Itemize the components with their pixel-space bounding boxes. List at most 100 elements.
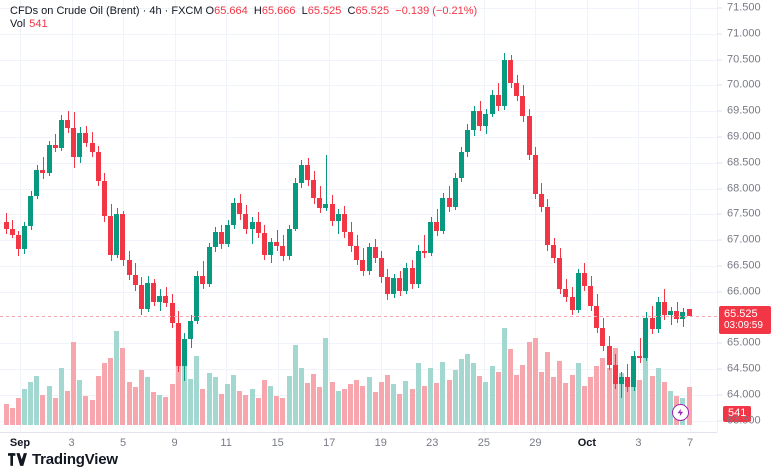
price-axis-label: 68.500 [727, 156, 761, 169]
gridline-vertical [381, 0, 382, 432]
volume-bar [58, 367, 64, 425]
legend-low-value: 65.525 [307, 5, 342, 17]
volume-bar [274, 395, 280, 425]
gridline-vertical [226, 0, 227, 432]
volume-bar [514, 374, 520, 425]
volume-bar [335, 391, 341, 425]
volume-bar [544, 351, 550, 425]
candle-wick [621, 371, 622, 398]
candle-body [588, 285, 594, 307]
price-axis[interactable]: 65.525 03:09:59 541 71.500 71.000 70.500 70… [717, 0, 780, 432]
candle-body [52, 145, 58, 149]
candle-body [526, 116, 532, 155]
gridline-horizontal [0, 137, 717, 138]
price-axis-tick [717, 291, 722, 293]
candle-body [163, 295, 169, 304]
volume-bar [249, 388, 255, 425]
legend-volume-value: 541 [29, 18, 48, 30]
volume-bar [557, 360, 563, 425]
candle-body [34, 170, 40, 196]
volume-bar [483, 381, 489, 425]
volume-bar [403, 380, 409, 425]
gridline-vertical [638, 0, 639, 432]
volume-bar [9, 407, 15, 425]
tradingview-logo[interactable]: TradingView [8, 452, 118, 467]
volume-bar [126, 381, 132, 425]
candle-body [120, 214, 126, 260]
gridline-horizontal [0, 189, 717, 190]
price-axis-tick [717, 394, 722, 396]
candle-body [384, 277, 390, 295]
candle-body [175, 322, 181, 367]
volume-bar [464, 353, 470, 425]
time-axis[interactable]: Sep 3 5 9 11 15 17 19 23 25 29 Oct 3 7 [0, 432, 780, 454]
legend-volume-row[interactable]: Vol 541 [10, 18, 477, 31]
candle-body [231, 203, 237, 225]
candle-body [661, 302, 667, 315]
candle-body [348, 231, 354, 247]
volume-bar [520, 364, 526, 425]
candle-body [298, 164, 304, 184]
volume-bar [378, 382, 384, 425]
candle-wick [55, 134, 56, 153]
candle-body [286, 228, 292, 256]
legend-high-value: 65.666 [261, 5, 296, 17]
candle-body [674, 311, 680, 319]
volume-bar [255, 397, 261, 425]
gridline-vertical [587, 0, 588, 432]
volume-bar [145, 376, 151, 425]
volume-bar [624, 384, 630, 425]
gridline-horizontal [0, 343, 717, 344]
candle-body [495, 94, 501, 107]
volume-bar [434, 383, 440, 425]
volume-bar [489, 366, 495, 425]
time-axis-label: 3 [68, 437, 75, 449]
price-axis-tick [717, 420, 722, 422]
candle-wick [277, 229, 278, 251]
candle-body [508, 59, 514, 83]
time-axis-label: 29 [529, 437, 542, 449]
volume-bar [329, 381, 335, 425]
volume-bar [668, 391, 674, 425]
candle-body [200, 276, 206, 284]
candle-body [243, 214, 249, 229]
legend-symbol-row[interactable]: CFDs on Crude Oil (Brent) · 4h · FXCM O65… [10, 5, 477, 18]
candle-body [655, 302, 661, 329]
candle-body [354, 246, 360, 260]
price-axis-tick [717, 213, 722, 215]
candle-body [544, 206, 550, 246]
candle-body [71, 127, 77, 157]
gridline-horizontal [0, 85, 717, 86]
legend-volume-label: Vol [10, 18, 26, 30]
candle-body [323, 204, 329, 209]
candle-body [643, 317, 649, 358]
candle-body [600, 327, 606, 346]
volume-bar [428, 367, 434, 425]
current-price-badge[interactable]: 65.525 03:09:59 [719, 306, 771, 335]
candle-body [360, 259, 366, 272]
candle-body [3, 222, 9, 229]
candle-body [212, 231, 218, 248]
candle-body [440, 197, 446, 231]
current-volume-badge[interactable]: 541 [723, 406, 752, 422]
candle-body [46, 145, 52, 174]
gridline-vertical [72, 0, 73, 432]
volume-bar [169, 384, 175, 425]
volume-bar [40, 394, 46, 425]
volume-bar [231, 374, 237, 425]
bar-countdown-timer: 03:09:59 [724, 320, 763, 332]
candle-body [569, 296, 575, 310]
volume-bar [163, 397, 169, 425]
realtime-bolt-icon[interactable] [672, 404, 689, 421]
candle-body [514, 82, 520, 96]
volume-bar [65, 391, 71, 425]
time-axis-label: 25 [477, 437, 490, 449]
gridline-vertical [432, 0, 433, 432]
volume-bar [286, 376, 292, 425]
price-axis-label: 67.500 [727, 207, 761, 220]
candle-body [464, 129, 470, 153]
candle-body [618, 376, 624, 384]
gridline-horizontal [0, 34, 717, 35]
volume-bar [3, 404, 9, 425]
candle-body [403, 268, 409, 291]
